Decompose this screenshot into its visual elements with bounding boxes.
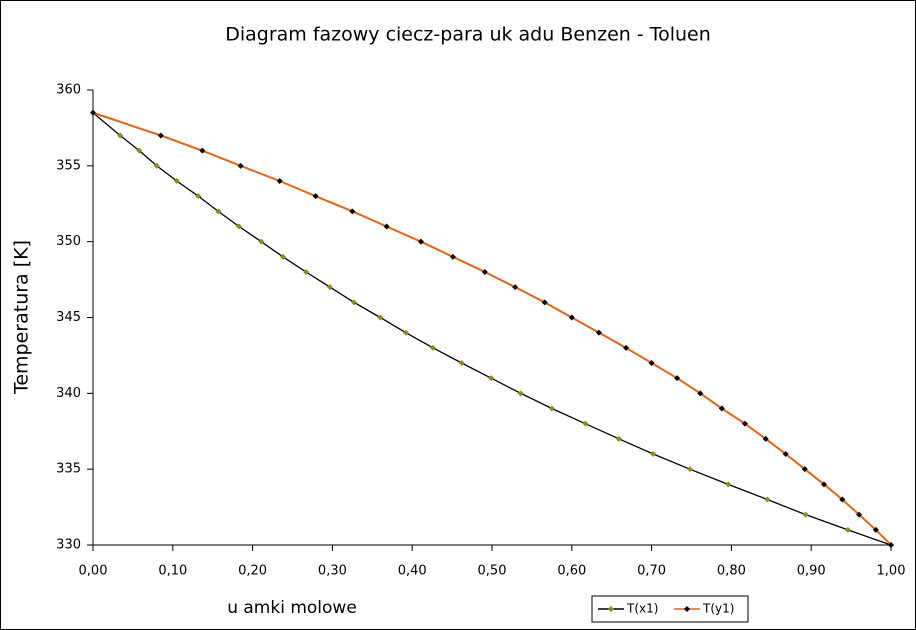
marker bbox=[820, 481, 827, 488]
marker bbox=[303, 269, 310, 275]
marker bbox=[383, 223, 390, 230]
marker bbox=[237, 162, 244, 169]
marker bbox=[888, 542, 894, 548]
marker bbox=[582, 420, 589, 427]
x-tick-label: 0,00 bbox=[79, 564, 108, 579]
y-tick-label: 350 bbox=[56, 234, 81, 249]
x-tick-label: 0,50 bbox=[478, 564, 507, 579]
marker bbox=[90, 109, 96, 116]
marker bbox=[417, 238, 424, 245]
marker bbox=[517, 390, 524, 397]
marker bbox=[725, 481, 732, 488]
marker bbox=[236, 223, 243, 230]
marker bbox=[856, 511, 863, 518]
marker bbox=[136, 147, 143, 154]
legend-label: T(y1) bbox=[702, 602, 734, 616]
x-tick-label: 0,10 bbox=[158, 564, 187, 579]
marker bbox=[741, 420, 748, 427]
marker bbox=[350, 299, 357, 306]
marker bbox=[349, 208, 356, 215]
y-tick-label: 330 bbox=[56, 538, 81, 553]
x-tick-label: 0,90 bbox=[797, 564, 826, 579]
marker bbox=[327, 284, 334, 291]
marker bbox=[215, 208, 222, 215]
marker bbox=[449, 253, 456, 260]
marker bbox=[488, 375, 495, 382]
marker bbox=[650, 451, 657, 457]
marker bbox=[153, 162, 160, 169]
marker bbox=[402, 329, 409, 336]
marker bbox=[279, 253, 286, 260]
legend-label: T(x1) bbox=[626, 602, 658, 616]
x-tick-label: 0,40 bbox=[398, 564, 427, 579]
marker bbox=[458, 360, 465, 366]
x-tick-label: 1,00 bbox=[877, 564, 906, 579]
marker bbox=[429, 344, 436, 351]
marker bbox=[674, 375, 681, 382]
marker bbox=[844, 526, 851, 533]
marker bbox=[312, 193, 319, 200]
x-tick-label: 0,30 bbox=[318, 564, 347, 579]
marker bbox=[648, 360, 655, 366]
marker bbox=[199, 147, 206, 154]
marker bbox=[195, 193, 202, 200]
y-tick-label: 360 bbox=[56, 83, 81, 98]
marker bbox=[157, 132, 164, 139]
marker bbox=[548, 405, 555, 412]
y-tick-label: 340 bbox=[56, 386, 81, 401]
y-tick-label: 355 bbox=[56, 158, 81, 173]
x-tick-label: 0,70 bbox=[637, 564, 666, 579]
marker bbox=[782, 451, 789, 457]
y-tick-label: 335 bbox=[56, 462, 81, 477]
marker bbox=[801, 466, 808, 473]
x-tick-label: 0,60 bbox=[557, 564, 586, 579]
marker bbox=[697, 390, 704, 397]
marker bbox=[276, 178, 283, 184]
marker bbox=[568, 314, 575, 321]
marker bbox=[377, 314, 384, 321]
marker bbox=[481, 269, 488, 275]
y-tick-label: 345 bbox=[56, 310, 81, 325]
x-axis-label: u amki molowe bbox=[227, 598, 357, 618]
marker bbox=[839, 496, 846, 503]
x-tick-label: 0,20 bbox=[238, 564, 267, 579]
legend-marker bbox=[684, 606, 690, 612]
marker bbox=[117, 132, 124, 139]
marker bbox=[872, 526, 879, 533]
marker bbox=[595, 329, 602, 336]
marker bbox=[173, 178, 180, 184]
y-axis-label: Temperatura [K] bbox=[11, 240, 33, 395]
marker bbox=[762, 435, 769, 442]
marker bbox=[623, 344, 630, 351]
marker bbox=[512, 284, 519, 291]
marker bbox=[258, 238, 265, 245]
x-tick-label: 0,80 bbox=[717, 564, 746, 579]
marker bbox=[764, 496, 771, 503]
marker bbox=[541, 299, 548, 306]
marker bbox=[718, 405, 725, 412]
chart-title: Diagram fazowy ciecz-para uk adu Benzen … bbox=[225, 24, 711, 46]
marker bbox=[615, 435, 622, 442]
marker bbox=[802, 511, 809, 518]
legend-marker bbox=[608, 606, 614, 612]
marker bbox=[686, 466, 693, 473]
